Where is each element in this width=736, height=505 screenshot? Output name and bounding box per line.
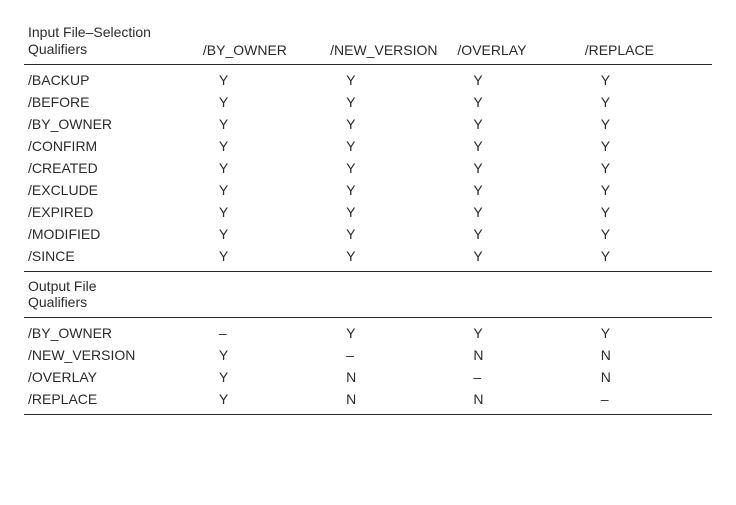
table-row: /NEW_VERSION Y – N N: [24, 344, 712, 366]
table-row: /EXPIRED Y Y Y Y: [24, 201, 712, 223]
cell-value: Y: [346, 248, 355, 264]
table-row: /EXCLUDE Y Y Y Y: [24, 179, 712, 201]
row-label: /BEFORE: [28, 94, 89, 110]
cell-value: Y: [219, 72, 228, 88]
cell-value: –: [219, 325, 227, 341]
cell-value: Y: [219, 369, 228, 385]
cell-value: Y: [601, 138, 610, 154]
cell-value: Y: [473, 94, 482, 110]
cell-value: N: [473, 391, 483, 407]
cell-value: Y: [219, 347, 228, 363]
column-header: /OVERLAY: [457, 42, 526, 58]
cell-value: N: [601, 369, 611, 385]
cell-value: Y: [219, 204, 228, 220]
cell-value: Y: [473, 160, 482, 176]
row-label: /CONFIRM: [28, 138, 97, 154]
cell-value: Y: [473, 138, 482, 154]
cell-value: Y: [219, 226, 228, 242]
cell-value: N: [473, 347, 483, 363]
table-row: /REPLACE Y N N –: [24, 388, 712, 415]
row-label: /SINCE: [28, 248, 75, 264]
cell-value: Y: [346, 116, 355, 132]
cell-value: N: [601, 347, 611, 363]
cell-value: Y: [219, 182, 228, 198]
cell-value: Y: [346, 226, 355, 242]
cell-value: Y: [601, 116, 610, 132]
table-row: /BACKUP Y Y Y Y: [24, 64, 712, 91]
cell-value: Y: [473, 325, 482, 341]
table-row: /MODIFIED Y Y Y Y: [24, 223, 712, 245]
cell-value: Y: [219, 160, 228, 176]
table-row: /CONFIRM Y Y Y Y: [24, 135, 712, 157]
row-label: /BY_OWNER: [28, 325, 112, 341]
section-body-output: /BY_OWNER – Y Y Y /NEW_VERSION Y – N N /…: [24, 318, 712, 415]
row-label: /EXPIRED: [28, 204, 93, 220]
cell-value: Y: [219, 391, 228, 407]
section-title: Output FileQualifiers: [28, 278, 199, 312]
cell-value: –: [346, 347, 354, 363]
cell-value: Y: [219, 116, 228, 132]
cell-value: Y: [346, 72, 355, 88]
section-body-input: /BACKUP Y Y Y Y /BEFORE Y Y Y Y /BY_OWNE…: [24, 64, 712, 271]
cell-value: –: [601, 391, 609, 407]
qualifier-compat-table: Input File–SelectionQualifiers /BY_OWNER…: [24, 18, 712, 415]
section-header-output: Output FileQualifiers: [24, 271, 712, 318]
cell-value: Y: [219, 138, 228, 154]
cell-value: Y: [473, 72, 482, 88]
cell-value: Y: [601, 248, 610, 264]
cell-value: Y: [601, 204, 610, 220]
column-header: /BY_OWNER: [203, 42, 287, 58]
cell-value: Y: [346, 182, 355, 198]
column-header: /NEW_VERSION: [330, 42, 437, 58]
cell-value: Y: [601, 226, 610, 242]
cell-value: Y: [473, 182, 482, 198]
row-label: /OVERLAY: [28, 369, 97, 385]
row-label: /MODIFIED: [28, 226, 100, 242]
table-row: /CREATED Y Y Y Y: [24, 157, 712, 179]
cell-value: Y: [601, 182, 610, 198]
cell-value: Y: [219, 248, 228, 264]
cell-value: Y: [601, 72, 610, 88]
column-header: /REPLACE: [585, 42, 654, 58]
cell-value: Y: [473, 226, 482, 242]
cell-value: Y: [346, 94, 355, 110]
cell-value: Y: [601, 325, 610, 341]
cell-value: Y: [346, 138, 355, 154]
cell-value: Y: [473, 248, 482, 264]
table-row: /OVERLAY Y N – N: [24, 366, 712, 388]
cell-value: Y: [601, 94, 610, 110]
cell-value: N: [346, 369, 356, 385]
row-label: /REPLACE: [28, 391, 97, 407]
table-row: /BEFORE Y Y Y Y: [24, 91, 712, 113]
cell-value: –: [473, 369, 481, 385]
section-title: Input File–SelectionQualifiers: [28, 24, 199, 58]
cell-value: Y: [601, 160, 610, 176]
cell-value: Y: [346, 325, 355, 341]
cell-value: N: [346, 391, 356, 407]
cell-value: Y: [473, 116, 482, 132]
table-row: /BY_OWNER – Y Y Y: [24, 318, 712, 345]
section-header-input: Input File–SelectionQualifiers /BY_OWNER…: [24, 18, 712, 64]
table-row: /SINCE Y Y Y Y: [24, 245, 712, 272]
cell-value: Y: [473, 204, 482, 220]
cell-value: Y: [346, 204, 355, 220]
row-label: /BY_OWNER: [28, 116, 112, 132]
row-label: /CREATED: [28, 160, 98, 176]
cell-value: Y: [219, 94, 228, 110]
table-row: /BY_OWNER Y Y Y Y: [24, 113, 712, 135]
row-label: /NEW_VERSION: [28, 347, 135, 363]
row-label: /BACKUP: [28, 72, 89, 88]
cell-value: Y: [346, 160, 355, 176]
row-label: /EXCLUDE: [28, 182, 98, 198]
